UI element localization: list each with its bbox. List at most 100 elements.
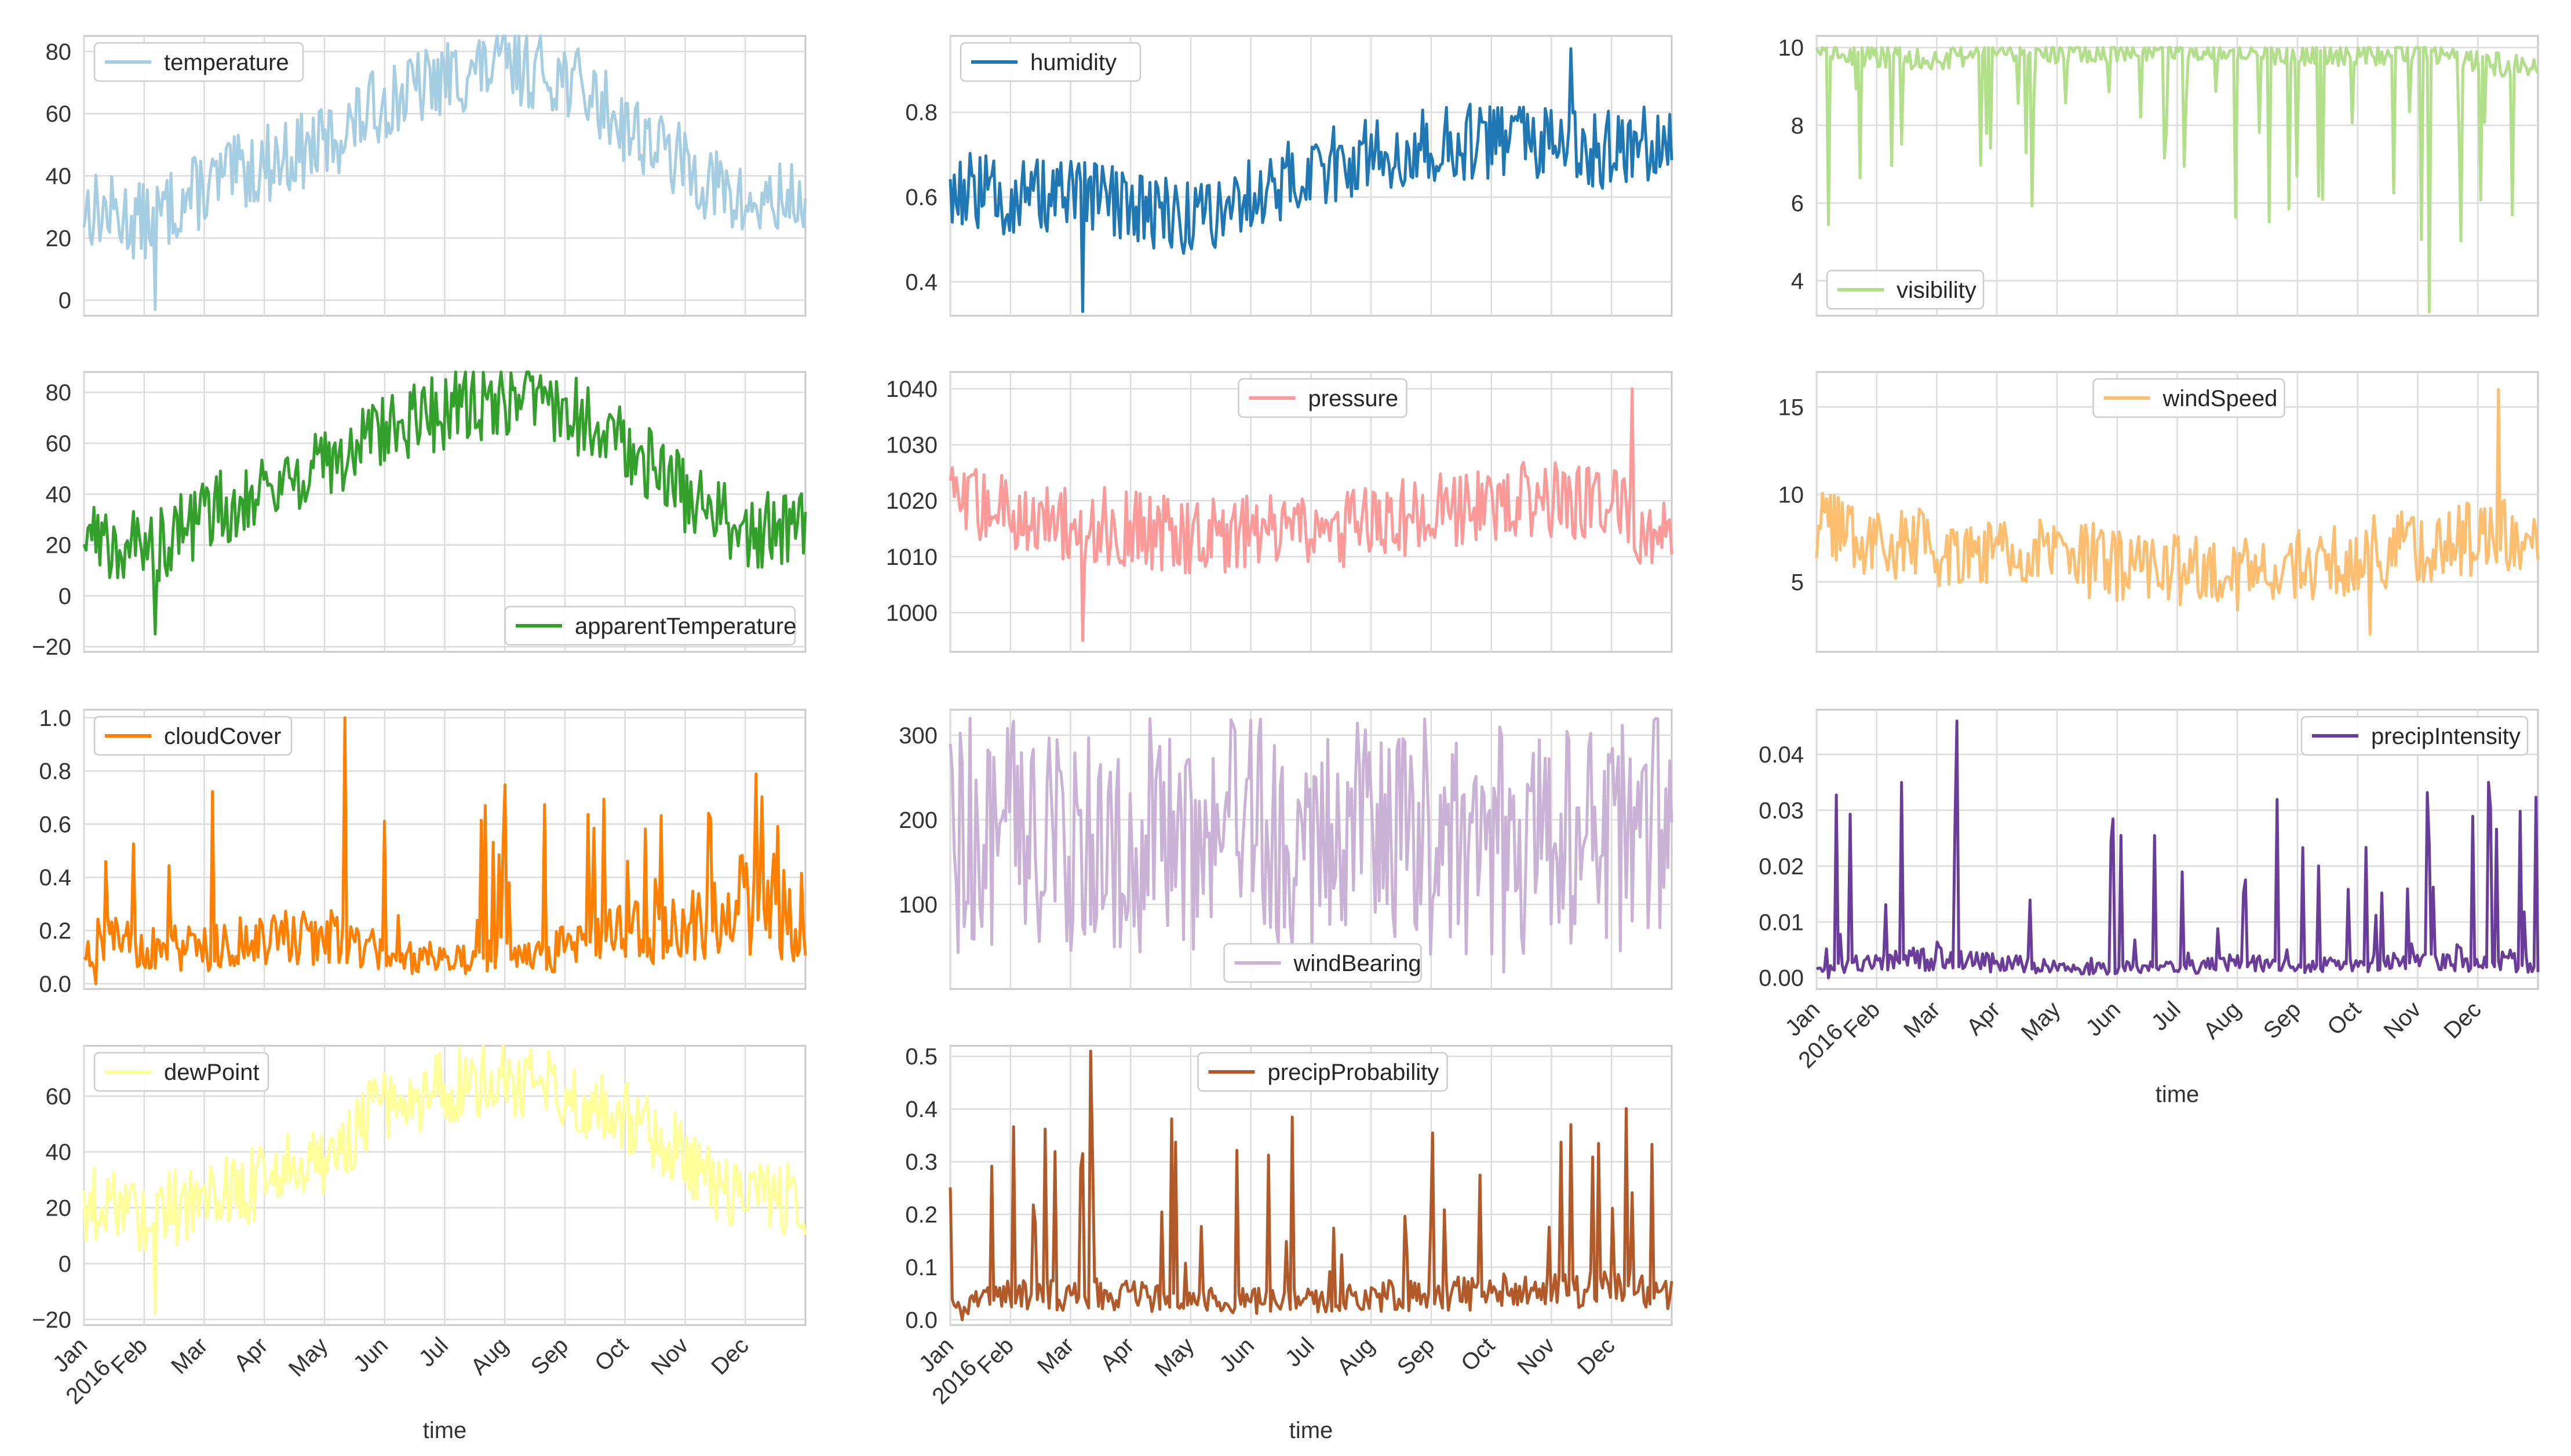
y-tick-label: 0.02 — [1759, 854, 1804, 880]
subplot-precipIntensity: 0.000.010.020.030.04precipIntensityJan20… — [1759, 709, 2540, 1107]
y-tick-label: 1.0 — [39, 706, 71, 731]
legend-label: windBearing — [1293, 951, 1421, 976]
y-tick-label: 40 — [46, 482, 72, 508]
y-tick-label: 60 — [46, 431, 72, 457]
x-axis-label: time — [2156, 1082, 2200, 1107]
legend-label: precipIntensity — [2371, 724, 2521, 749]
subplot-visibility: 4 6 8 10 visibility — [1778, 35, 2540, 317]
y-tick-label: 0.4 — [39, 865, 71, 891]
x-tick-label: Mar — [1899, 997, 1945, 1043]
legend: windSpeed — [2092, 378, 2285, 418]
subplot-temperature: 0 20 40 60 80 temperature — [46, 34, 807, 317]
legend: cloudCover — [93, 716, 293, 756]
y-tick-label: 8 — [1791, 113, 1804, 138]
legend-box — [2300, 716, 2529, 756]
subplot-pressure: 1000 1010 1020 1030 1040 pressure — [886, 371, 1673, 653]
subplot-apparentTemperature: −20 0 20 40 60 80 apparentTemperature — [32, 370, 807, 660]
legend-box — [93, 42, 304, 82]
legend: temperature — [93, 42, 304, 82]
x-tick-label: Aug — [1332, 1333, 1379, 1380]
x-tick-label: Jul — [2147, 997, 2186, 1035]
y-tick-label: 1020 — [886, 488, 938, 514]
x-axis-label: time — [1289, 1418, 1333, 1443]
y-tick-label: 60 — [46, 1084, 72, 1110]
y-tick-label: −20 — [32, 1307, 71, 1333]
y-tick-label: 10 — [1778, 482, 1804, 508]
y-tick-label: 15 — [1778, 395, 1804, 420]
x-tick-label: Oct — [2322, 997, 2366, 1040]
legend-label: visibility — [1897, 278, 1976, 303]
legend-label: windSpeed — [2162, 386, 2278, 411]
legend-label: humidity — [1030, 50, 1117, 75]
x-tick-label: Aug — [2198, 997, 2245, 1043]
x-tick-label: Mar — [1033, 1333, 1079, 1379]
subplot-humidity: 0.4 0.6 0.8 humidity — [905, 35, 1673, 317]
series-line-apparentTemperature — [82, 370, 807, 636]
y-tick-label: 0.4 — [905, 269, 938, 295]
y-tick-label: 0.1 — [905, 1255, 938, 1280]
legend-label: pressure — [1308, 386, 1399, 411]
x-tick-label: Jun — [348, 1333, 393, 1377]
y-tick-label: 0.0 — [905, 1308, 938, 1333]
x-tick-label: May — [284, 1333, 333, 1382]
y-tick-label: 0.2 — [39, 918, 71, 944]
x-tick-label: Sep — [1392, 1333, 1439, 1380]
y-tick-label: 40 — [46, 164, 72, 189]
x-tick-label: Jul — [414, 1333, 453, 1371]
y-tick-label: 0.5 — [905, 1044, 938, 1070]
y-tick-label: 0.0 — [39, 972, 71, 997]
legend: humidity — [960, 42, 1142, 82]
legend: windBearing — [1223, 943, 1422, 983]
legend-box — [93, 716, 293, 756]
subplot-precipProbability: 0.00.10.20.30.40.5precipProbabilityJan20… — [905, 1044, 1673, 1443]
x-tick-label: Apr — [229, 1333, 272, 1376]
x-tick-label: Apr — [1961, 997, 2005, 1040]
legend: dewPoint — [93, 1052, 269, 1092]
legend: precipIntensity — [2300, 716, 2529, 756]
y-tick-label: 0.6 — [39, 812, 71, 837]
series-line-cloudCover — [83, 716, 807, 986]
legend: pressure — [1238, 378, 1407, 418]
y-tick-label: 60 — [46, 101, 72, 127]
y-tick-label: 1010 — [886, 545, 938, 570]
y-tick-label: 0 — [59, 583, 71, 609]
subplot-windBearing: 100 200 300 windBearing — [899, 709, 1673, 990]
y-tick-label: 0.6 — [905, 185, 938, 210]
x-tick-label: Apr — [1095, 1333, 1139, 1376]
y-tick-label: 1040 — [886, 377, 938, 402]
series-line-visibility — [1815, 46, 2540, 313]
y-tick-label: 0.3 — [905, 1150, 938, 1175]
series-line-humidity — [949, 47, 1673, 313]
legend-label: apparentTemperature — [575, 614, 796, 639]
x-tick-label: Dec — [1573, 1333, 1620, 1380]
legend-box — [1223, 943, 1422, 983]
legend-box — [2092, 378, 2285, 418]
legend-box — [1197, 1052, 1448, 1092]
legend-box — [93, 1052, 269, 1092]
legend: visibility — [1826, 269, 1985, 310]
y-tick-label: 300 — [899, 723, 938, 749]
x-tick-label: Dec — [706, 1333, 753, 1380]
y-tick-label: 200 — [899, 808, 938, 833]
legend-label: cloudCover — [164, 724, 281, 749]
x-tick-label: Aug — [466, 1333, 513, 1380]
y-tick-label: 80 — [46, 380, 72, 406]
series-line-temperature — [82, 34, 807, 311]
x-tick-label: Nov — [2379, 997, 2426, 1043]
x-tick-label: Nov — [646, 1333, 693, 1380]
legend-label: dewPoint — [164, 1060, 260, 1085]
y-tick-label: 4 — [1791, 269, 1804, 294]
series-line-windSpeed — [1815, 388, 2540, 636]
legend: apparentTemperature — [504, 605, 796, 646]
y-tick-label: 1030 — [886, 433, 938, 458]
series-line-dewPoint — [82, 1044, 807, 1316]
x-tick-label: Dec — [2439, 997, 2486, 1043]
series-line-windBearing — [949, 717, 1673, 974]
y-tick-label: 6 — [1791, 191, 1804, 216]
legend-label: precipProbability — [1268, 1060, 1439, 1085]
legend: precipProbability — [1197, 1052, 1448, 1092]
x-tick-label: Jun — [2081, 997, 2125, 1041]
y-tick-label: 0.2 — [905, 1202, 938, 1228]
series-line-precipIntensity — [1815, 719, 2540, 980]
y-tick-label: 0.8 — [39, 759, 71, 784]
